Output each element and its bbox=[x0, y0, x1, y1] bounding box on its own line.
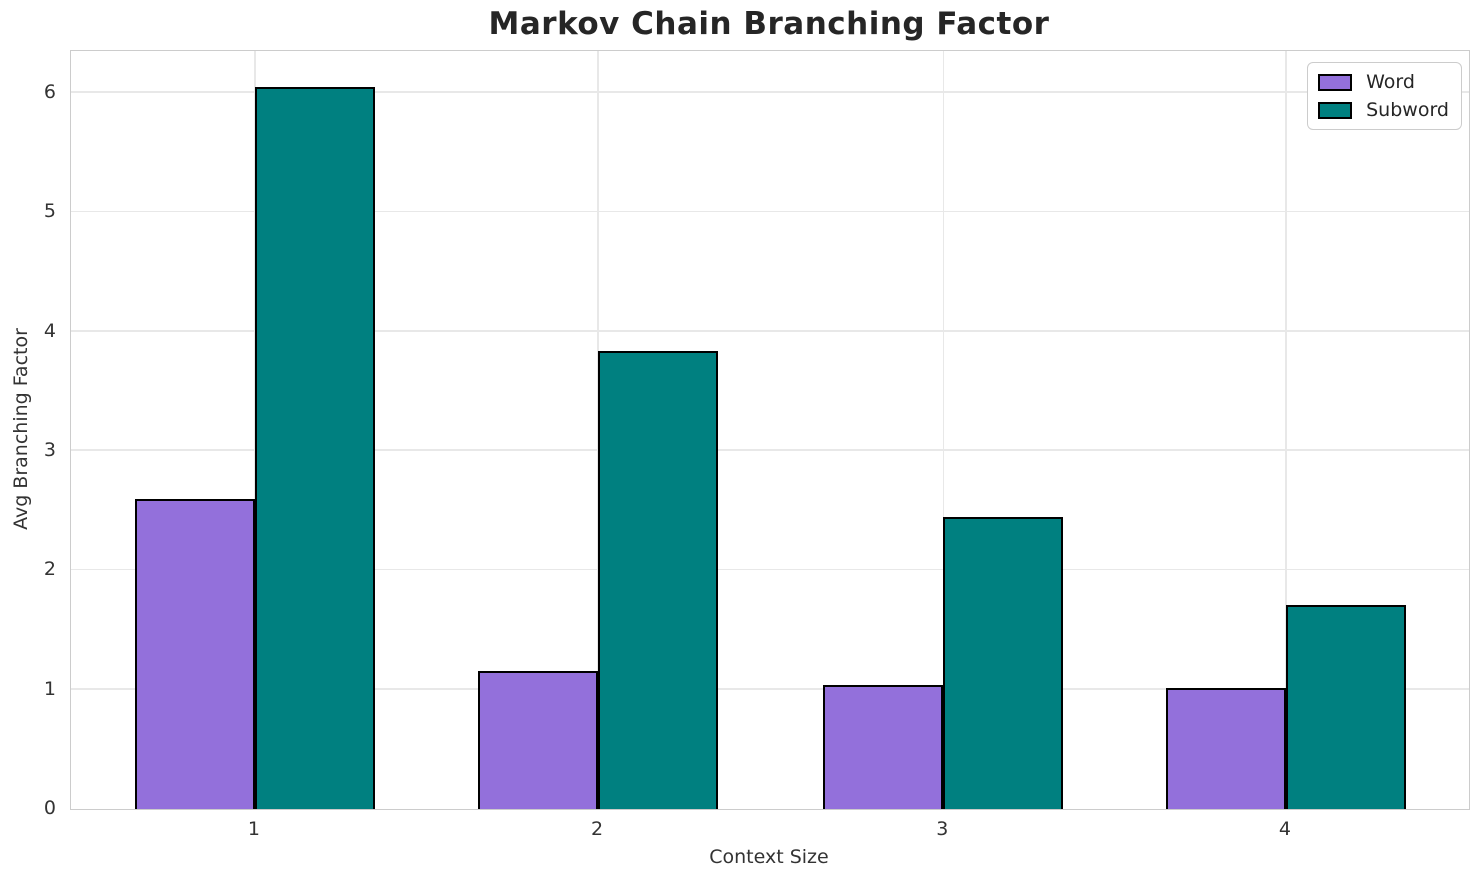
y-tick-2: 2 bbox=[43, 558, 56, 581]
bar-group-2 bbox=[478, 51, 719, 809]
legend-item-word: Word bbox=[1318, 71, 1449, 93]
x-tick-3: 3 bbox=[936, 818, 949, 840]
x-tick-4: 4 bbox=[1278, 818, 1291, 840]
gridline-x-3 bbox=[942, 51, 945, 809]
bar-group-1 bbox=[134, 51, 375, 809]
bar-subword-1 bbox=[254, 86, 375, 809]
gridline-y-2 bbox=[71, 568, 1469, 571]
legend-label: Subword bbox=[1366, 99, 1449, 121]
bar-group-4 bbox=[1165, 51, 1406, 809]
y-tick-6: 6 bbox=[43, 80, 56, 103]
legend-swatch-word bbox=[1318, 73, 1353, 91]
legend-item-subword: Subword bbox=[1318, 99, 1449, 121]
y-tick-0: 0 bbox=[43, 797, 56, 819]
legend-label: Word bbox=[1366, 71, 1415, 93]
bar-word-2 bbox=[478, 670, 599, 809]
x-axis-label: Context Size bbox=[709, 846, 829, 868]
chart-title: Markov Chain Branching Factor bbox=[488, 6, 1050, 42]
bar-subword-2 bbox=[598, 350, 719, 809]
y-tick-4: 4 bbox=[43, 319, 56, 342]
bar-subword-4 bbox=[1285, 604, 1406, 809]
bar-group-3 bbox=[823, 51, 1064, 809]
gridline-y-3 bbox=[71, 449, 1469, 451]
bar-word-1 bbox=[134, 498, 255, 809]
gridline-x-4 bbox=[1285, 51, 1287, 809]
bar-word-3 bbox=[823, 684, 944, 809]
legend-swatch-subword bbox=[1318, 101, 1353, 119]
y-tick-1: 1 bbox=[43, 677, 56, 700]
x-tick-2: 2 bbox=[590, 818, 604, 840]
gridline-y-1 bbox=[71, 688, 1469, 690]
bar-word-4 bbox=[1165, 688, 1286, 809]
y-axis-label: Avg Branching Factor bbox=[10, 328, 32, 530]
legend: Word Subword bbox=[1307, 62, 1462, 130]
x-tick-1: 1 bbox=[247, 818, 261, 840]
y-tick-3: 3 bbox=[43, 438, 56, 461]
gridline-y-5 bbox=[71, 210, 1469, 213]
bar-subword-3 bbox=[943, 516, 1064, 809]
plot-area: Word Subword bbox=[70, 50, 1470, 810]
gridline-y-6 bbox=[71, 91, 1469, 93]
gridline-y-4 bbox=[71, 330, 1469, 332]
y-tick-5: 5 bbox=[43, 200, 56, 223]
